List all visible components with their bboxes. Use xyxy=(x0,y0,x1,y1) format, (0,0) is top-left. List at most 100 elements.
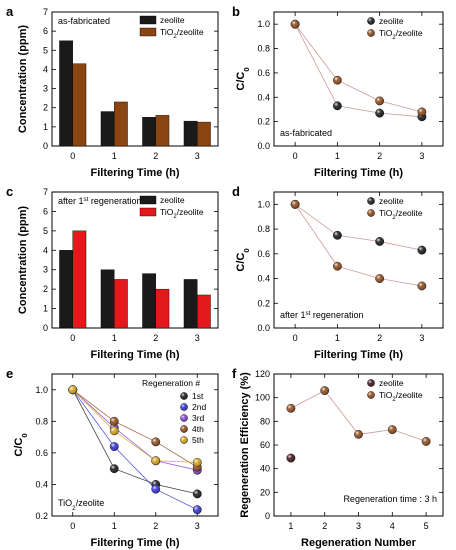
x-tick-label: 1 xyxy=(112,151,117,161)
legend-label: 2nd xyxy=(192,402,206,412)
legend-marker-shade xyxy=(180,392,188,400)
panel-letter-b: b xyxy=(232,4,240,19)
data-point-5th xyxy=(192,457,202,467)
text-part: TiO xyxy=(379,208,393,218)
data-point-5th-shade xyxy=(151,456,160,465)
bar-zeolite xyxy=(59,40,73,147)
x-tick-label: 0 xyxy=(293,333,298,343)
data-point-zeolite xyxy=(332,101,342,111)
x-axis-title: Filtering Time (h) xyxy=(90,349,179,361)
data-point-zeolite-shade xyxy=(333,231,342,240)
data-point-2nd xyxy=(151,484,161,494)
series-line-1st xyxy=(72,389,198,495)
legend-marker-shade xyxy=(367,17,375,25)
data-point-tio2zeolite-shade xyxy=(333,76,342,85)
data-point-tio2zeolite-shade xyxy=(388,425,397,434)
bar-tio2zeolite xyxy=(197,294,211,329)
legend-marker-shade xyxy=(180,414,188,422)
data-point-1st xyxy=(109,464,119,474)
y-tick-label: 0.6 xyxy=(257,249,270,259)
bar-zeolite xyxy=(59,250,73,329)
data-point-5th xyxy=(151,456,161,466)
y-tick-label: 60 xyxy=(260,440,270,450)
data-point-tio2zeolite-shade xyxy=(290,200,300,209)
x-tick-label: 1 xyxy=(335,151,340,161)
legend-marker-shade xyxy=(180,425,188,433)
data-point-zeolite-shade xyxy=(417,245,427,255)
y-tick-label: 0.6 xyxy=(257,68,270,78)
text-part: TiO xyxy=(160,207,174,217)
data-point-tio2zeolite xyxy=(320,386,330,395)
x-tick-label: 3 xyxy=(195,521,200,531)
x-tick-label: 3 xyxy=(195,333,200,343)
legend-marker xyxy=(367,209,375,217)
data-point-tio2zeolite xyxy=(290,19,300,29)
subscript-text: 0 xyxy=(242,67,251,71)
text-part: zeolite xyxy=(379,16,404,26)
data-point-zeolite xyxy=(286,453,296,463)
text-part: regeneration xyxy=(310,310,363,320)
x-tick-label: 4 xyxy=(390,521,395,531)
y-tick-label: 2 xyxy=(43,284,48,294)
data-point-2nd-shade xyxy=(193,505,202,514)
annotation: after 1st regeneration xyxy=(58,196,141,207)
legend-label: zeolite xyxy=(379,196,404,206)
y-tick-label: 2 xyxy=(43,103,48,113)
data-point-tio2zeolite xyxy=(332,261,342,271)
y-tick-label: 0.4 xyxy=(257,274,270,284)
y-tick-label: 3 xyxy=(43,265,48,275)
legend-label: TiO2/zeolite xyxy=(160,207,204,220)
x-tick-label: 2 xyxy=(322,521,327,531)
text-part: /zeolite xyxy=(177,207,204,217)
legend-label: TiO2/zeolite xyxy=(379,28,423,41)
bar-zeolite xyxy=(100,269,115,329)
bar-tio2zeolite xyxy=(155,288,170,329)
data-point-1st-shade xyxy=(110,464,119,473)
legend-marker-shade xyxy=(180,436,188,444)
legend-swatch xyxy=(139,15,157,25)
subscript-text: 0 xyxy=(20,433,29,437)
y-axis-title: Concentration (ppm) xyxy=(17,206,29,314)
text-part: zeolite xyxy=(379,196,404,206)
subscript-text: 2 xyxy=(392,35,395,41)
legend-marker xyxy=(367,17,375,25)
data-point-zeolite xyxy=(375,237,385,246)
y-tick-label: 4 xyxy=(43,245,48,255)
data-point-tio2zeolite-shade xyxy=(320,386,329,395)
y-axis-title: C/C0 xyxy=(235,67,251,90)
annotation: TiO2/zeolite xyxy=(58,498,104,512)
data-point-1st-shade xyxy=(193,489,202,499)
series-line-3rd xyxy=(72,389,198,471)
text-part: /zeolite xyxy=(396,208,423,218)
legend-label: TiO2/zeolite xyxy=(379,390,423,403)
x-tick-label: 3 xyxy=(419,333,424,343)
y-tick-label: 1 xyxy=(43,122,48,132)
panel-a: a 0 1 2 3 4 5 6 7 Concentration (ppm) Filtering Ti… xyxy=(6,4,219,179)
y-tick-label: 40 xyxy=(260,464,270,474)
data-point-tio2zeolite xyxy=(421,437,431,446)
data-point-zeolite-shade xyxy=(375,237,384,246)
bar-tio2zeolite xyxy=(197,121,211,147)
y-tick-label: 6 xyxy=(43,206,48,216)
bar-tio2zeolite xyxy=(72,63,87,147)
x-tick-label: 0 xyxy=(70,151,75,161)
data-point-tio2zeolite xyxy=(417,107,427,117)
plot-frame xyxy=(51,373,219,517)
y-tick-label: 0.2 xyxy=(35,511,48,521)
subscript-text: 2 xyxy=(392,397,395,403)
data-point-5th-shade xyxy=(193,458,202,467)
text-part: /zeolite xyxy=(396,390,423,400)
legend-marker xyxy=(180,425,188,433)
text-part: /zeolite xyxy=(76,498,105,508)
data-point-tio2zeolite-shade xyxy=(290,19,300,29)
data-point-5th xyxy=(109,426,119,436)
x-axis-title: Filtering Time (h) xyxy=(90,537,179,549)
legend-swatch xyxy=(139,27,157,37)
y-tick-label: 120 xyxy=(255,369,270,379)
bar-tio2zeolite xyxy=(114,101,128,147)
plot-frame xyxy=(273,11,444,147)
x-tick-label: 3 xyxy=(356,521,361,531)
legend-swatch xyxy=(139,207,157,217)
panel-c: c 0 1 2 3 4 5 6 7 Concentration (ppm) Filtering Ti… xyxy=(6,184,219,361)
bar-tio2zeolite xyxy=(114,279,128,329)
